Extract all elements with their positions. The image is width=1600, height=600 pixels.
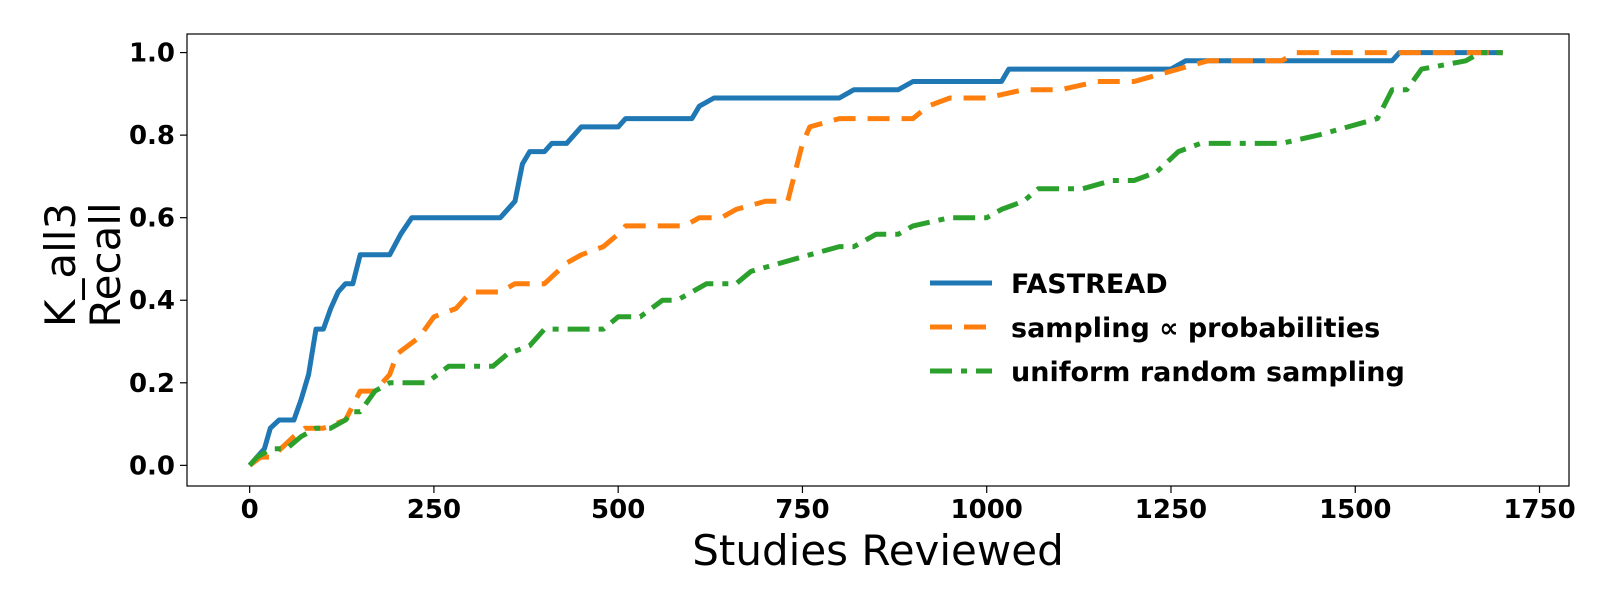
x-tick-label: 500 <box>591 495 645 525</box>
y-tick-label: 0.8 <box>129 121 175 151</box>
x-tick-label: 1500 <box>1319 495 1391 525</box>
y-tick-label: 0.6 <box>129 204 175 234</box>
y-tick-label: 0.0 <box>129 451 175 481</box>
y-tick-label: 0.2 <box>129 369 175 399</box>
y-axis-title-line-1: K_all3 <box>36 203 85 327</box>
series-line-3 <box>247 50 1503 468</box>
legend: FASTREAD sampling ∝ probabilities uniform … <box>930 269 1405 388</box>
y-axis-ticks: 0.0 0.2 0.4 0.6 0.8 1.0 <box>129 39 187 481</box>
series-line-1 <box>247 50 1503 468</box>
x-tick-label: 0 <box>241 495 259 525</box>
series-line-2 <box>248 50 1503 468</box>
legend-label: sampling ∝ probabilities <box>1011 313 1380 344</box>
legend-label: FASTREAD <box>1011 269 1168 300</box>
y-axis-title-line-2: Recall <box>81 202 130 327</box>
x-tick-label: 1250 <box>1135 495 1207 525</box>
y-axis-title: K_all3 Recall <box>36 202 130 327</box>
x-tick-label: 750 <box>775 495 829 525</box>
x-axis-title: Studies Reviewed <box>692 526 1064 575</box>
x-axis-ticks: 0 250 500 750 1000 1250 1500 1750 <box>241 486 1576 525</box>
y-tick-label: 1.0 <box>129 39 175 69</box>
legend-label: uniform random sampling <box>1011 357 1405 388</box>
plot-area-frame <box>186 33 1570 487</box>
x-tick-label: 1750 <box>1503 495 1575 525</box>
y-tick-label: 0.4 <box>129 286 175 316</box>
series-layer <box>247 50 1503 468</box>
x-tick-label: 1000 <box>951 495 1023 525</box>
x-tick-label: 250 <box>407 495 461 525</box>
